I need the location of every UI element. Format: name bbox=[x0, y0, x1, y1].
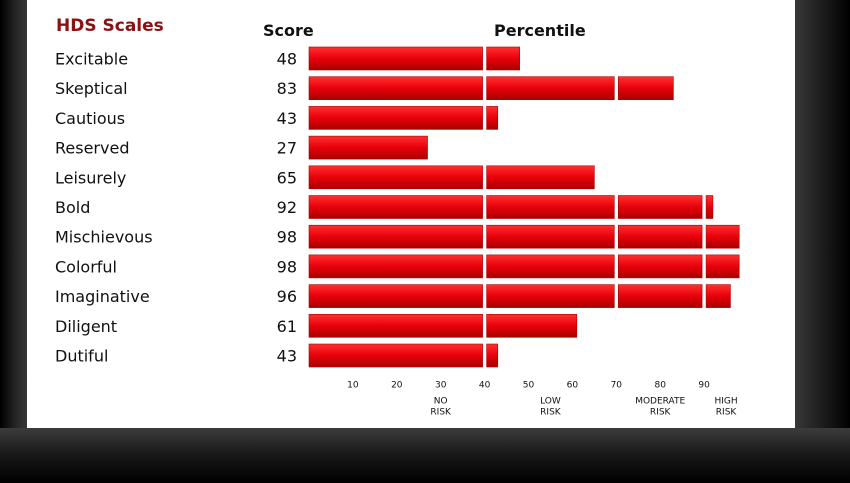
percentile-bar-segment bbox=[308, 106, 483, 130]
percentile-bar-segment bbox=[308, 254, 483, 279]
percentile-bar-segment bbox=[617, 284, 703, 308]
percentile-bar-segment bbox=[617, 254, 703, 279]
percentile-bar-segment bbox=[486, 195, 615, 219]
percentile-bar-segment bbox=[486, 76, 615, 100]
x-tick-label: 10 bbox=[347, 381, 359, 391]
scale-row-mischievous: Mischievous 98 bbox=[55, 224, 740, 249]
percentile-bar-segment bbox=[617, 76, 674, 100]
risk-zone-label: RISK bbox=[650, 408, 672, 418]
score-header: Score bbox=[263, 21, 314, 40]
background-shadow-right bbox=[792, 0, 850, 483]
scale-row-bold: Bold 92 bbox=[55, 195, 714, 219]
percentile-bar-segment bbox=[705, 284, 731, 308]
percentile-bar-segment bbox=[486, 284, 615, 308]
risk-zone-label: LOW bbox=[540, 397, 561, 407]
x-tick-label: 20 bbox=[391, 381, 403, 391]
score-value: 98 bbox=[277, 228, 297, 247]
risk-zone-label: RISK bbox=[716, 408, 738, 418]
scale-name: Reserved bbox=[55, 139, 129, 158]
score-value: 43 bbox=[277, 109, 297, 128]
score-value: 43 bbox=[277, 347, 297, 366]
score-value: 48 bbox=[277, 50, 297, 69]
percentile-bar-segment bbox=[308, 76, 483, 100]
scale-row-imaginative: Imaginative 96 bbox=[55, 284, 731, 308]
x-tick-label: 70 bbox=[611, 381, 623, 391]
scale-row-diligent: Diligent 61 bbox=[55, 313, 578, 338]
scale-name: Dutiful bbox=[55, 347, 108, 366]
chart-title: HDS Scales bbox=[56, 16, 164, 36]
percentile-bar-segment bbox=[705, 254, 740, 279]
percentile-bar-segment bbox=[705, 195, 714, 219]
percentile-bar-segment bbox=[486, 313, 578, 338]
scale-name: Cautious bbox=[55, 109, 125, 128]
risk-zone-label: MODERATE bbox=[635, 397, 685, 407]
percentile-bar-segment bbox=[486, 254, 615, 279]
x-tick-label: 50 bbox=[523, 381, 535, 391]
percentile-bar-segment bbox=[486, 165, 595, 190]
score-value: 92 bbox=[277, 198, 297, 217]
x-tick-label: 30 bbox=[435, 381, 447, 391]
percentile-bar-segment bbox=[308, 46, 483, 71]
background-shadow-bottom bbox=[0, 428, 850, 483]
score-value: 65 bbox=[277, 168, 297, 187]
score-value: 98 bbox=[277, 257, 297, 276]
scale-row-reserved: Reserved 27 bbox=[55, 135, 428, 160]
scale-name: Excitable bbox=[55, 50, 128, 69]
report-page: HDS Scales Score Percentile Excitable 48 S… bbox=[27, 0, 795, 428]
score-value: 83 bbox=[277, 79, 297, 98]
score-value: 96 bbox=[277, 287, 297, 306]
scale-name: Imaginative bbox=[55, 287, 150, 306]
score-value: 61 bbox=[277, 317, 297, 336]
scale-row-colorful: Colorful 98 bbox=[55, 254, 740, 279]
risk-zone-label: HIGH bbox=[714, 397, 737, 407]
percentile-bar-segment bbox=[308, 284, 483, 308]
scale-row-skeptical: Skeptical 83 bbox=[55, 76, 674, 100]
percentile-bar-segment bbox=[705, 224, 740, 249]
hds-chart: HDS Scales Score Percentile Excitable 48 S… bbox=[55, 16, 740, 418]
x-tick-label: 90 bbox=[698, 381, 710, 391]
x-tick-label: 60 bbox=[567, 381, 579, 391]
risk-zone-label: RISK bbox=[540, 408, 562, 418]
x-tick-label: 80 bbox=[654, 381, 666, 391]
scale-row-dutiful: Dutiful 43 bbox=[55, 343, 499, 368]
percentile-header: Percentile bbox=[494, 21, 586, 40]
scale-name: Colorful bbox=[55, 257, 117, 276]
scale-name: Mischievous bbox=[55, 228, 153, 247]
percentile-bar-segment bbox=[617, 195, 703, 219]
background-shadow-left bbox=[0, 0, 30, 483]
percentile-bar-segment bbox=[308, 343, 483, 368]
risk-zone-label: NO bbox=[434, 397, 448, 407]
percentile-bar-segment bbox=[486, 343, 499, 368]
scale-name: Skeptical bbox=[55, 79, 128, 98]
risk-zone-label: RISK bbox=[430, 408, 452, 418]
percentile-bar-segment bbox=[308, 224, 483, 249]
percentile-bar-segment bbox=[308, 195, 483, 219]
scale-row-excitable: Excitable 48 bbox=[55, 46, 521, 71]
x-tick-label: 40 bbox=[479, 381, 491, 391]
percentile-bar-segment bbox=[308, 313, 483, 338]
percentile-bar-segment bbox=[308, 165, 483, 190]
scale-row-cautious: Cautious 43 bbox=[55, 106, 499, 130]
scale-name: Bold bbox=[55, 198, 90, 217]
scale-name: Diligent bbox=[55, 317, 117, 336]
scale-row-leisurely: Leisurely 65 bbox=[55, 165, 595, 190]
percentile-bar-segment bbox=[308, 135, 428, 160]
scale-name: Leisurely bbox=[55, 168, 126, 187]
percentile-bar-segment bbox=[486, 106, 499, 130]
percentile-bar-segment bbox=[617, 224, 703, 249]
percentile-bar-segment bbox=[486, 46, 521, 71]
score-value: 27 bbox=[277, 139, 297, 158]
percentile-bar-segment bbox=[486, 224, 615, 249]
